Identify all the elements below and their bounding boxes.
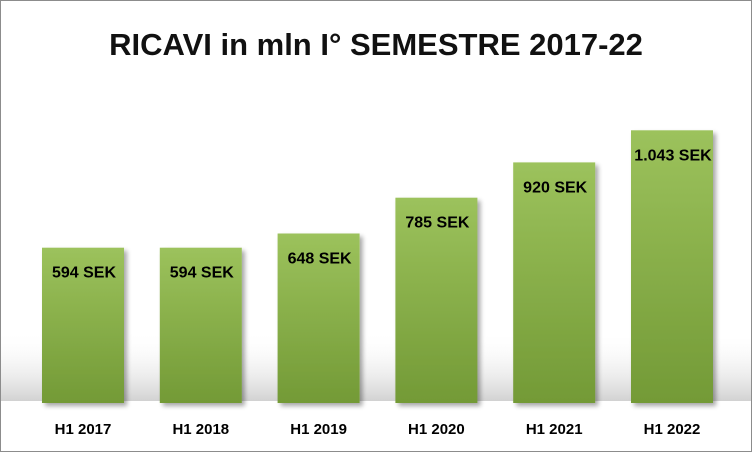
bar-h1-2022 <box>631 130 713 404</box>
bar-h1-2019 <box>277 233 360 403</box>
category-label: H1 2021 <box>526 421 583 438</box>
bar-h1-2017 <box>42 247 124 403</box>
bar-h1-2018 <box>159 247 242 403</box>
bars-layer <box>42 130 713 404</box>
category-label: H1 2017 <box>55 421 112 438</box>
bar-h1-2021 <box>513 162 596 403</box>
category-label: H1 2019 <box>290 421 347 438</box>
value-label: 594 SEK <box>52 265 116 282</box>
chart-title: RICAVI in mln I° SEMESTRE 2017-22 <box>109 27 643 62</box>
value-labels-layer: 594 SEK 594 SEK 648 SEK 785 SEK 920 SEK 1.043… <box>52 147 712 281</box>
bar-h1-2020 <box>395 197 478 403</box>
value-label: 1.043 SEK <box>634 147 712 164</box>
category-label: H1 2022 <box>644 421 701 438</box>
value-label: 785 SEK <box>405 215 469 232</box>
category-label: H1 2018 <box>172 421 229 438</box>
category-label: H1 2020 <box>408 421 465 438</box>
value-label: 920 SEK <box>523 179 587 196</box>
plot-floor-band <box>1 401 751 451</box>
category-labels-layer: H1 2017 H1 2018 H1 2019 H1 2020 H1 2021 H1 20… <box>55 421 701 438</box>
value-label: 648 SEK <box>288 251 352 268</box>
value-label: 594 SEK <box>170 265 234 282</box>
